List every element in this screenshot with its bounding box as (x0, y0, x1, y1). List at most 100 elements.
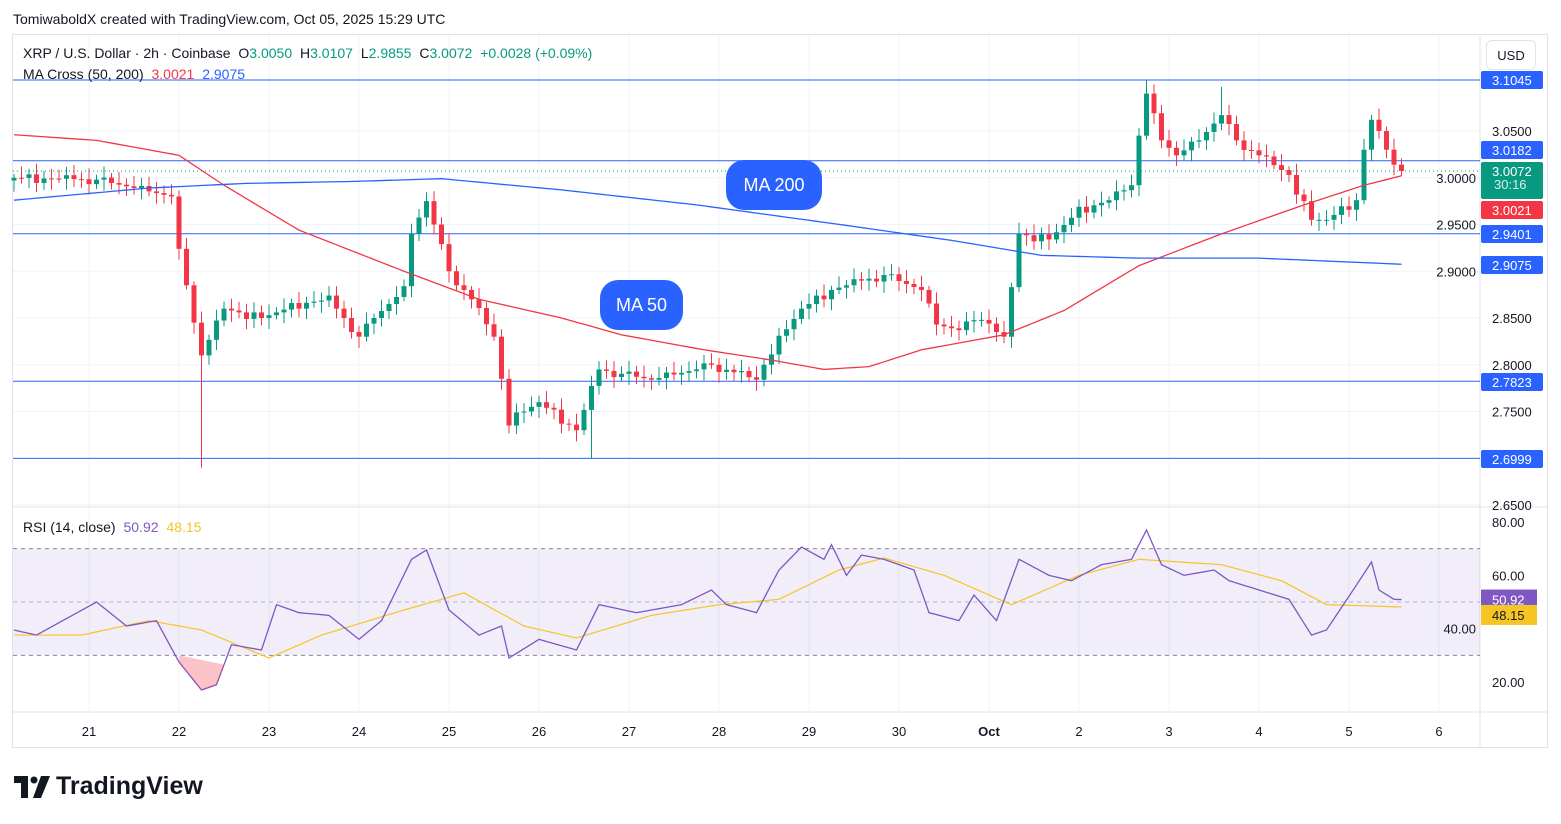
bar-countdown: 30:16 (1494, 177, 1527, 192)
symbol-title[interactable]: XRP / U.S. Dollar · 2h · Coinbase (23, 45, 231, 61)
ma200-annotation[interactable]: MA 200 (726, 160, 822, 210)
candle-body (446, 244, 452, 272)
candle-body (334, 295, 339, 309)
candle-body (544, 402, 549, 408)
time-tick-label: Oct (978, 724, 1000, 739)
candle-body (131, 186, 137, 189)
candle-body (1249, 150, 1254, 152)
candle-body (821, 295, 827, 300)
candle-body (439, 224, 444, 245)
high-value: 3.0107 (310, 45, 353, 61)
candle-body (626, 371, 632, 374)
ma200-price-label-bg (1481, 256, 1543, 274)
price-tick-label: 2.8500 (1492, 311, 1532, 326)
candle-body (566, 423, 572, 425)
candle-body (1024, 233, 1029, 236)
candle-body (86, 179, 92, 185)
candle-body (679, 372, 684, 375)
rsi-indicator-name[interactable]: RSI (14, close) (23, 519, 116, 535)
candle-body (971, 320, 977, 322)
candle-body (851, 279, 857, 286)
ma50-price-label: 3.0021 (1492, 203, 1532, 218)
candle-body (394, 296, 399, 304)
ma-indicator-name[interactable]: MA Cross (50, 200) (23, 66, 144, 82)
chart-credit: TomiwaboldX created with TradingView.com… (13, 11, 446, 27)
candle-body (311, 301, 317, 303)
candle-body (1309, 201, 1314, 220)
candle-body (1136, 135, 1142, 186)
ma50-annotation[interactable]: MA 50 (600, 280, 683, 330)
candle-body (1151, 93, 1157, 114)
candle-body (56, 178, 62, 180)
candle-body (664, 372, 669, 378)
candle-body (836, 287, 842, 290)
candle-body (904, 280, 909, 284)
candle-body (176, 196, 182, 249)
candle-body (911, 283, 917, 287)
candle-body (649, 378, 654, 380)
candle-body (1219, 115, 1224, 124)
candle-body (341, 308, 347, 318)
low-value: 2.9855 (368, 45, 412, 61)
candle-body (746, 370, 752, 378)
candle-body (881, 274, 887, 282)
ma50-value: 3.0021 (151, 66, 195, 82)
candle-body (139, 185, 144, 189)
candle-body (199, 322, 204, 356)
candle-body (1196, 140, 1202, 142)
candle-body (1361, 149, 1367, 201)
candle-body (581, 409, 587, 431)
candle-body (686, 371, 692, 373)
candle-body (1399, 164, 1404, 172)
candle-body (116, 182, 122, 185)
candle-body (1181, 150, 1187, 156)
candle-body (274, 312, 279, 316)
candle-body (641, 376, 647, 379)
candle-body (349, 318, 354, 333)
rsi-value-label-bg (1481, 589, 1537, 610)
candle-body (896, 274, 902, 281)
price-tick-label: 2.8000 (1492, 358, 1532, 373)
candle-body (431, 201, 437, 225)
candle-body (1061, 224, 1067, 233)
open-value: 3.0050 (249, 45, 293, 61)
time-tick-label: 4 (1255, 724, 1262, 739)
price-tick-label: 2.6500 (1492, 498, 1532, 513)
candle-body (41, 178, 47, 183)
rsi-tick-label: 80.00 (1492, 515, 1525, 530)
candle-body (739, 370, 744, 373)
candle-body (319, 300, 324, 302)
candle-body (1346, 206, 1352, 210)
candle-body (1159, 113, 1164, 141)
candle-body (1054, 232, 1059, 240)
currency-button[interactable]: USD (1486, 40, 1536, 70)
rsi-value-label: 50.92 (1492, 593, 1525, 608)
tradingview-logo[interactable]: TradingView (14, 772, 203, 801)
close-label: C (419, 45, 430, 61)
candle-body (1076, 206, 1082, 218)
candle-body (281, 309, 287, 313)
candle-body (716, 364, 722, 372)
low-label: L (360, 45, 369, 61)
candle-body (101, 177, 107, 180)
candle-body (1211, 123, 1217, 132)
time-tick-label: 22 (172, 724, 186, 739)
candle-body (634, 371, 639, 377)
candle-body (1354, 200, 1359, 210)
candle-body (124, 184, 129, 187)
candle-body (1286, 170, 1292, 175)
candle-body (379, 310, 384, 318)
time-tick-label: 21 (82, 724, 96, 739)
candle-body (326, 295, 332, 301)
candle-body (229, 308, 234, 311)
time-tick-label: 2 (1075, 724, 1082, 739)
rsi-ma-value: 48.15 (166, 519, 202, 535)
candle-body (731, 369, 737, 373)
price-tick-label: 3.0000 (1436, 171, 1476, 186)
candle-body (1384, 131, 1389, 150)
candle-body (454, 271, 459, 286)
candle-body (184, 248, 189, 286)
candle-body (514, 412, 519, 426)
candle-body (259, 312, 264, 318)
